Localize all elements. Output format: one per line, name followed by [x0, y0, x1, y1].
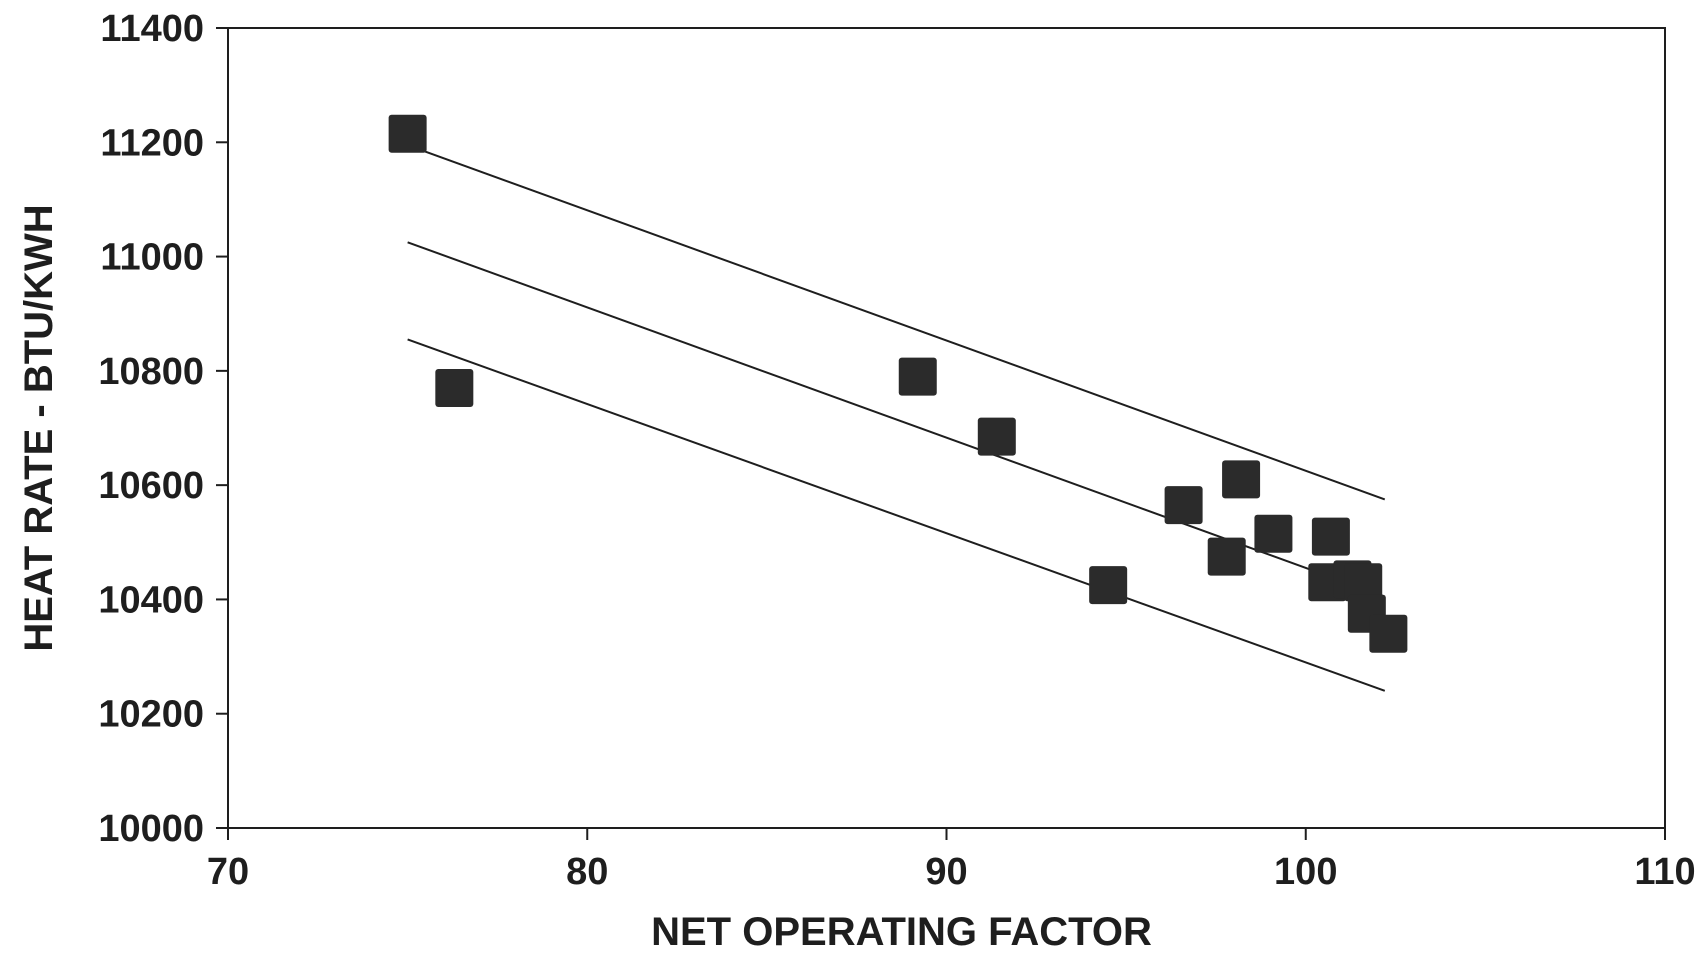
- y-tick-label: 10800: [98, 351, 204, 393]
- data-point: [1311, 517, 1350, 556]
- x-tick-label: 90: [925, 851, 967, 893]
- data-points: [388, 114, 1408, 653]
- regression-lines: [407, 144, 1386, 692]
- y-tick-label: 10400: [98, 579, 204, 621]
- data-point: [435, 369, 474, 407]
- data-point: [977, 417, 1016, 456]
- data-point: [1207, 537, 1246, 576]
- y-axis-ticks: 10000 10200 10400 10600 10800 11000 11200 11400: [98, 8, 228, 850]
- y-tick-label: 10000: [98, 808, 204, 850]
- x-axis-title: NET OPERATING FACTOR: [651, 910, 1152, 954]
- y-axis-title: HEAT RATE - BTU/KWH: [17, 204, 61, 651]
- regression-line: [407, 241, 1386, 598]
- x-tick-label: 110: [1634, 851, 1695, 893]
- x-tick-label: 100: [1274, 851, 1337, 893]
- data-point: [388, 114, 427, 153]
- data-point: [898, 357, 937, 396]
- y-tick-label: 11400: [100, 8, 204, 50]
- data-point: [1164, 486, 1203, 525]
- data-point: [1089, 566, 1128, 605]
- x-tick-label: 80: [566, 851, 608, 893]
- y-tick-label: 10200: [98, 694, 204, 736]
- x-tick-label: 70: [207, 851, 249, 893]
- regression-line: [407, 144, 1386, 501]
- data-point: [1344, 563, 1383, 602]
- y-tick-label: 11000: [100, 237, 204, 279]
- data-point: [1254, 514, 1293, 553]
- regression-line: [407, 338, 1386, 692]
- y-tick-label: 11200: [100, 122, 204, 164]
- y-tick-label: 10600: [98, 465, 204, 507]
- plot-area-frame: [227, 27, 1666, 829]
- data-point: [1369, 614, 1408, 653]
- x-axis-ticks: 70 80 90 100 110: [207, 828, 1696, 893]
- data-point: [1222, 460, 1261, 499]
